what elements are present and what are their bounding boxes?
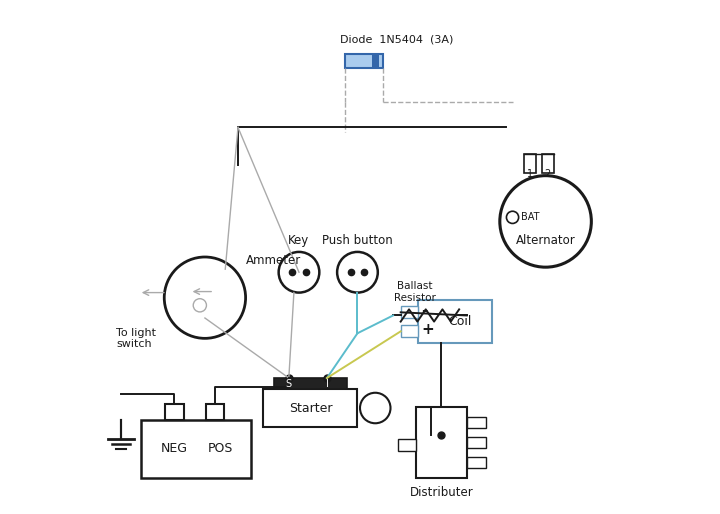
Text: 2: 2 (545, 169, 551, 179)
Text: I: I (325, 379, 328, 389)
FancyBboxPatch shape (264, 389, 357, 427)
Text: NEG: NEG (161, 443, 188, 455)
Text: Distributer: Distributer (410, 486, 473, 499)
FancyBboxPatch shape (400, 306, 418, 318)
FancyBboxPatch shape (541, 154, 554, 173)
Text: S: S (286, 379, 292, 389)
FancyBboxPatch shape (400, 325, 418, 337)
Text: Ballast
Resistor: Ballast Resistor (394, 281, 436, 303)
FancyBboxPatch shape (523, 154, 536, 173)
Text: Ammeter: Ammeter (246, 254, 301, 267)
Text: Alternator: Alternator (516, 234, 575, 247)
FancyBboxPatch shape (141, 420, 251, 478)
FancyBboxPatch shape (166, 405, 184, 420)
FancyBboxPatch shape (372, 54, 379, 68)
FancyBboxPatch shape (467, 437, 486, 448)
Text: BAT: BAT (521, 212, 540, 223)
FancyBboxPatch shape (467, 457, 486, 468)
Text: Diode  1N5404  (3A): Diode 1N5404 (3A) (340, 35, 453, 45)
FancyBboxPatch shape (416, 407, 467, 478)
Text: POS: POS (207, 443, 233, 455)
Text: To light
switch: To light switch (116, 327, 156, 349)
FancyBboxPatch shape (206, 405, 224, 420)
FancyBboxPatch shape (398, 439, 416, 451)
Text: Key: Key (289, 234, 310, 247)
FancyBboxPatch shape (274, 378, 347, 389)
Text: -: - (421, 303, 428, 318)
Text: +: + (421, 322, 434, 337)
Text: Starter: Starter (289, 402, 332, 415)
FancyBboxPatch shape (345, 54, 383, 68)
FancyBboxPatch shape (467, 417, 486, 428)
Text: Coil: Coil (449, 315, 472, 328)
Text: 1: 1 (527, 169, 533, 179)
FancyBboxPatch shape (418, 300, 492, 343)
Text: Push button: Push button (322, 234, 393, 247)
